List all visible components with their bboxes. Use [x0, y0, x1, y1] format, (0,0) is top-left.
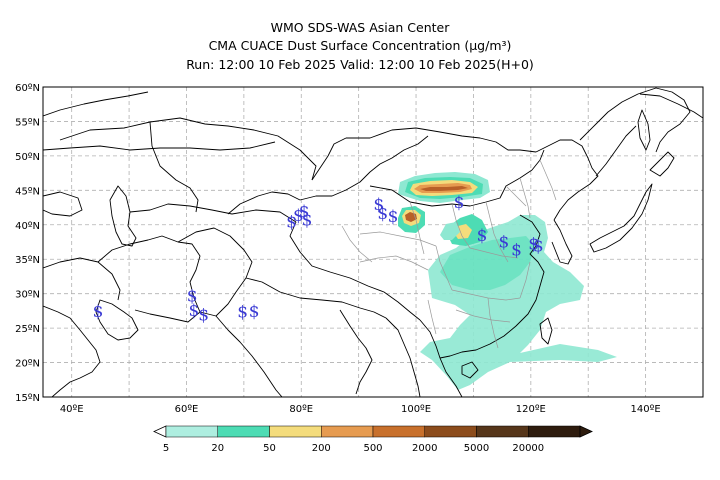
dust-symbol: $	[249, 302, 260, 322]
colorbar-label: 20000	[512, 443, 544, 454]
colorbar: 5 20 50 200 500 2000 5000 20000	[153, 425, 593, 454]
colorbar-segment	[476, 425, 529, 438]
chart-subtitle: CMA CUACE Dust Surface Concentration (μg…	[208, 38, 512, 53]
colorbar-label: 2000	[412, 443, 437, 454]
dust-area-20	[440, 236, 535, 290]
dust-symbol: $	[189, 301, 200, 321]
dust-symbol: $	[286, 212, 297, 232]
dust-symbol: $	[299, 202, 310, 222]
colorbar-min-arrow	[153, 425, 167, 438]
dust-symbol: $	[454, 193, 465, 213]
latitude-label: 30ºN	[15, 290, 40, 301]
latitude-label: 35ºN	[15, 255, 40, 266]
dust-symbol: $	[498, 232, 509, 252]
dust-symbol: $	[302, 210, 313, 230]
dust-symbol: $	[187, 287, 198, 307]
latitude-label: 45ºN	[15, 186, 40, 197]
dust-area-ordos-50	[454, 224, 472, 239]
map-frame	[42, 86, 704, 398]
dust-area-hexi	[440, 222, 460, 240]
longitude-label: 40ºE	[60, 404, 84, 415]
dust-symbol: $	[388, 207, 399, 227]
longitude-label: 120ºE	[516, 404, 546, 415]
longitude-label: 100ºE	[401, 404, 431, 415]
dust-concentration-field	[398, 172, 617, 390]
colorbar-label: 200	[312, 443, 331, 454]
longitude-label: 140ºE	[631, 404, 661, 415]
latitude-label: 50ºN	[15, 152, 40, 163]
dust-symbol: $	[93, 302, 104, 322]
colorbar-label: 50	[263, 443, 276, 454]
run-valid-time: Run: 12:00 10 Feb 2025 Valid: 12:00 10 F…	[186, 57, 534, 72]
dust-symbol: $	[533, 236, 544, 256]
colorbar-max-arrow	[579, 425, 593, 438]
latitude-label: 55ºN	[15, 117, 40, 128]
country-borders	[43, 87, 703, 397]
dust-observation-symbols: $$$$ $ $$$$$$$ $$$ $ $ $$	[93, 193, 544, 325]
longitude-labels: 40ºE 60ºE 80ºE 100ºE 120ºE 140ºE	[60, 404, 661, 415]
dust-symbol: $	[377, 204, 388, 224]
colorbar-label: 500	[363, 443, 382, 454]
dust-symbol: $	[198, 305, 209, 325]
colorbar-label: 20	[211, 443, 224, 454]
dust-symbol: $	[477, 226, 488, 246]
colorbar-segment	[528, 425, 581, 438]
colorbar-segment	[372, 425, 425, 438]
colorbar-segment	[217, 425, 270, 438]
longitude-label: 60ºE	[175, 404, 199, 415]
map-frame-background	[43, 87, 703, 397]
province-borders	[341, 159, 557, 349]
colorbar-segment	[321, 425, 374, 438]
chart-title: WMO SDS-WAS Asian Center	[270, 20, 450, 35]
dust-symbol: $	[373, 195, 384, 215]
dust-symbol: $	[528, 234, 539, 254]
dust-symbol: $	[293, 206, 304, 226]
dust-symbol: $	[511, 241, 522, 261]
latitude-labels: 15ºN 20ºN 25ºN 30ºN 35ºN 40ºN 45ºN 50ºN 55ºN 60ºN	[15, 83, 40, 404]
dust-area-gobi-2000	[420, 186, 468, 191]
colorbar-label: 5	[163, 443, 169, 454]
longitude-label: 80ºE	[289, 404, 313, 415]
colorbar-segment	[424, 425, 477, 438]
latitude-label: 40ºN	[15, 221, 40, 232]
colorbar-label: 5000	[464, 443, 489, 454]
dust-symbol: $	[237, 303, 248, 323]
colorbar-segment	[165, 425, 218, 438]
latitude-label: 15ºN	[15, 393, 40, 404]
latitude-label: 25ºN	[15, 324, 40, 335]
colorbar-segment	[269, 425, 322, 438]
latitude-label: 60ºN	[15, 83, 40, 94]
latitude-label: 20ºN	[15, 359, 40, 370]
